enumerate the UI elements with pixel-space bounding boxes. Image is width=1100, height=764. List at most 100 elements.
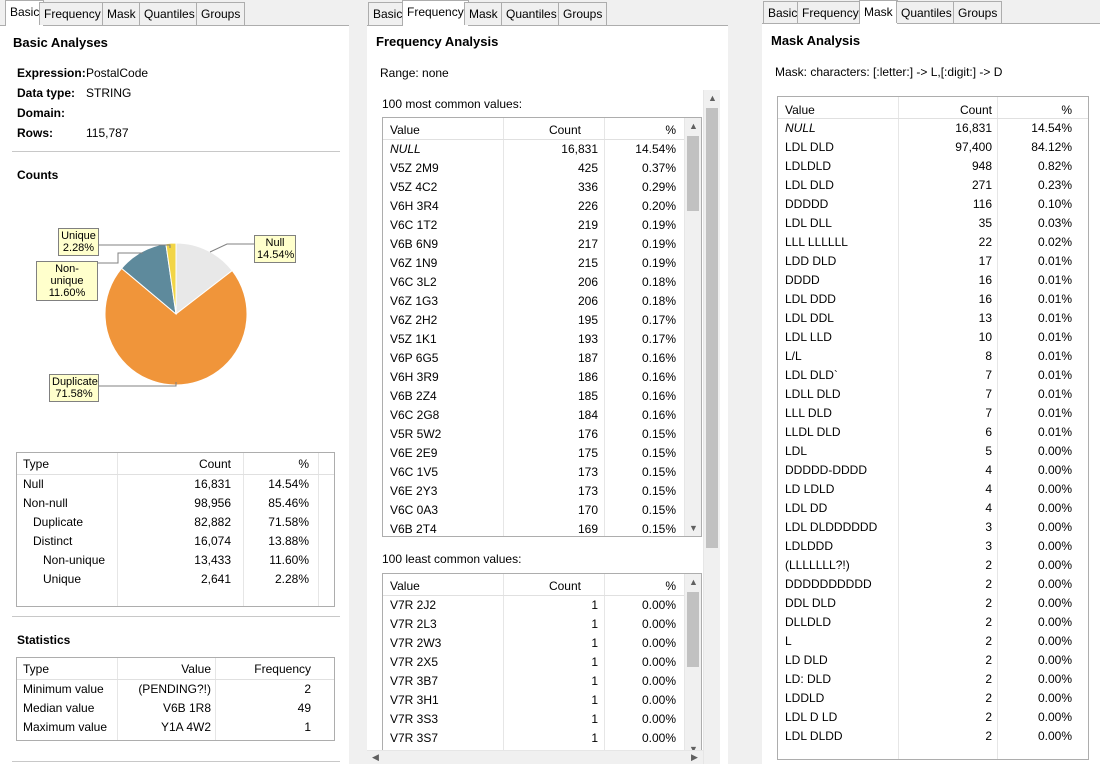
scroll-down-icon[interactable]: ▼ <box>689 744 698 754</box>
table-row[interactable]: LDL DLD 271 0.23% <box>778 176 1088 195</box>
tab-frequency[interactable]: Frequency <box>402 0 469 26</box>
table-row[interactable]: LDL DLL 35 0.03% <box>778 214 1088 233</box>
table-row[interactable]: LDL DDD 16 0.01% <box>778 290 1088 309</box>
table-row[interactable]: LDL DLDD 2 0.00% <box>778 727 1088 746</box>
table-row[interactable]: V6C 0A3 170 0.15% <box>383 501 684 520</box>
scroll-up-icon[interactable]: ▲ <box>708 93 717 103</box>
header-count[interactable]: Count <box>198 457 231 471</box>
header-type[interactable]: Type <box>23 662 50 676</box>
table-row[interactable]: LDL 5 0.00% <box>778 442 1088 461</box>
table-row[interactable]: V5Z 2M9 425 0.37% <box>383 159 684 178</box>
header-value[interactable]: Value <box>390 123 420 137</box>
tab-basic[interactable]: Basic <box>5 0 45 26</box>
tab-quantiles[interactable]: Quantiles <box>139 2 200 25</box>
header-value[interactable]: Value <box>390 579 420 593</box>
table-row[interactable]: LDL DDL 13 0.01% <box>778 309 1088 328</box>
table-row[interactable]: NULL 16,831 14.54% <box>778 119 1088 138</box>
table-row[interactable]: LDLDDD 3 0.00% <box>778 537 1088 556</box>
header-percent[interactable]: % <box>665 123 676 137</box>
table-row[interactable]: V6E 2E9 175 0.15% <box>383 444 684 463</box>
table-row[interactable]: LDL DLD` 7 0.01% <box>778 366 1088 385</box>
table-row[interactable]: NULL 16,831 14.54% <box>383 140 684 159</box>
table-row[interactable]: LD LDLD 4 0.00% <box>778 480 1088 499</box>
table-row[interactable]: LDL DLD 97,400 84.12% <box>778 138 1088 157</box>
table-row[interactable]: V5R 5W2 176 0.15% <box>383 425 684 444</box>
table-row[interactable]: DDDDD 116 0.10% <box>778 195 1088 214</box>
table-row[interactable]: V6C 2G8 184 0.16% <box>383 406 684 425</box>
vertical-scrollbar[interactable]: ▲ ▼ <box>684 574 701 757</box>
table-row[interactable]: Minimum value (PENDING?!) 2 <box>17 680 334 699</box>
table-row[interactable]: Non-null 98,956 85.46% <box>17 494 334 513</box>
header-count[interactable]: Count <box>959 103 992 117</box>
table-row[interactable]: Median value V6B 1R8 49 <box>17 699 334 718</box>
header-percent[interactable]: % <box>298 457 309 471</box>
table-row[interactable]: LLL DLD 7 0.01% <box>778 404 1088 423</box>
table-row[interactable]: L/L 8 0.01% <box>778 347 1088 366</box>
table-row[interactable]: L 2 0.00% <box>778 632 1088 651</box>
header-count[interactable]: Count <box>548 123 581 137</box>
table-row[interactable]: LDDLD 2 0.00% <box>778 689 1088 708</box>
table-row[interactable]: V6B 6N9 217 0.19% <box>383 235 684 254</box>
table-row[interactable]: V6Z 2H2 195 0.17% <box>383 311 684 330</box>
header-value[interactable]: Value <box>181 662 211 676</box>
table-row[interactable]: Null 16,831 14.54% <box>17 475 334 494</box>
table-row[interactable]: V6B 2T4 169 0.15% <box>383 520 684 536</box>
table-row[interactable]: Maximum value Y1A 4W2 1 <box>17 718 334 737</box>
table-row[interactable]: DDL DLD 2 0.00% <box>778 594 1088 613</box>
scroll-up-icon[interactable]: ▲ <box>689 577 698 587</box>
tab-mask[interactable]: Mask <box>102 2 141 25</box>
vertical-scrollbar[interactable]: ▲ ▼ <box>684 118 701 536</box>
table-row[interactable]: LDD DLD 17 0.01% <box>778 252 1088 271</box>
table-row[interactable]: V6H 3R4 226 0.20% <box>383 197 684 216</box>
table-row[interactable]: V6Z 1G3 206 0.18% <box>383 292 684 311</box>
tab-quantiles[interactable]: Quantiles <box>501 2 562 25</box>
scroll-right-icon[interactable]: ▶ <box>691 752 698 762</box>
table-row[interactable]: LDL D LD 2 0.00% <box>778 708 1088 727</box>
table-row[interactable]: V6B 2Z4 185 0.16% <box>383 387 684 406</box>
table-row[interactable]: LD DLD 2 0.00% <box>778 651 1088 670</box>
header-percent[interactable]: % <box>665 579 676 593</box>
table-row[interactable]: LDL LLD 10 0.01% <box>778 328 1088 347</box>
table-row[interactable]: V6E 2Y3 173 0.15% <box>383 482 684 501</box>
table-row[interactable]: DDDD 16 0.01% <box>778 271 1088 290</box>
table-row[interactable]: Duplicate 82,882 71.58% <box>17 513 334 532</box>
table-row[interactable]: V6C 1T2 219 0.19% <box>383 216 684 235</box>
tab-frequency[interactable]: Frequency <box>797 1 864 23</box>
tab-basic[interactable]: Basic <box>763 1 803 23</box>
table-row[interactable]: V6P 6G5 187 0.16% <box>383 349 684 368</box>
tab-frequency[interactable]: Frequency <box>39 2 106 25</box>
tab-mask[interactable]: Mask <box>859 0 898 24</box>
scrollbar-thumb[interactable] <box>706 108 718 548</box>
scroll-down-icon[interactable]: ▼ <box>689 523 698 533</box>
table-row[interactable]: LLL LLLLLL 22 0.02% <box>778 233 1088 252</box>
header-frequency[interactable]: Frequency <box>254 662 311 676</box>
table-row[interactable]: LDLL DLD 7 0.01% <box>778 385 1088 404</box>
table-row[interactable]: V7R 2W3 1 0.00% <box>383 634 684 653</box>
table-row[interactable]: DLLDLD 2 0.00% <box>778 613 1088 632</box>
tab-quantiles[interactable]: Quantiles <box>896 1 957 23</box>
table-row[interactable]: LLDL DLD 6 0.01% <box>778 423 1088 442</box>
header-value[interactable]: Value <box>785 103 815 117</box>
table-row[interactable]: V7R 2X5 1 0.00% <box>383 653 684 672</box>
horizontal-scrollbar[interactable]: ◀ ▶ <box>367 750 703 764</box>
table-row[interactable]: Distinct 16,074 13.88% <box>17 532 334 551</box>
header-type[interactable]: Type <box>23 457 50 471</box>
scroll-left-icon[interactable]: ◀ <box>372 752 379 762</box>
table-row[interactable]: V7R 2L3 1 0.00% <box>383 615 684 634</box>
table-row[interactable]: V7R 3B7 1 0.00% <box>383 672 684 691</box>
tab-groups[interactable]: Groups <box>953 1 1003 23</box>
table-row[interactable]: V6C 3L2 206 0.18% <box>383 273 684 292</box>
scrollbar-thumb[interactable] <box>687 592 699 667</box>
table-row[interactable]: V7R 3S3 1 0.00% <box>383 710 684 729</box>
table-row[interactable]: Non-unique 13,433 11.60% <box>17 551 334 570</box>
table-row[interactable]: (LLLLLLL?!) 2 0.00% <box>778 556 1088 575</box>
table-row[interactable]: V6H 3R9 186 0.16% <box>383 368 684 387</box>
table-row[interactable]: LD: DLD 2 0.00% <box>778 670 1088 689</box>
scroll-up-icon[interactable]: ▲ <box>689 121 698 131</box>
table-row[interactable]: LDLDLD 948 0.82% <box>778 157 1088 176</box>
table-row[interactable]: V7R 3H1 1 0.00% <box>383 691 684 710</box>
tab-groups[interactable]: Groups <box>558 2 608 25</box>
tab-groups[interactable]: Groups <box>196 2 246 25</box>
panel-scrollbar[interactable]: ▲ <box>703 90 720 764</box>
table-row[interactable]: V5Z 1K1 193 0.17% <box>383 330 684 349</box>
